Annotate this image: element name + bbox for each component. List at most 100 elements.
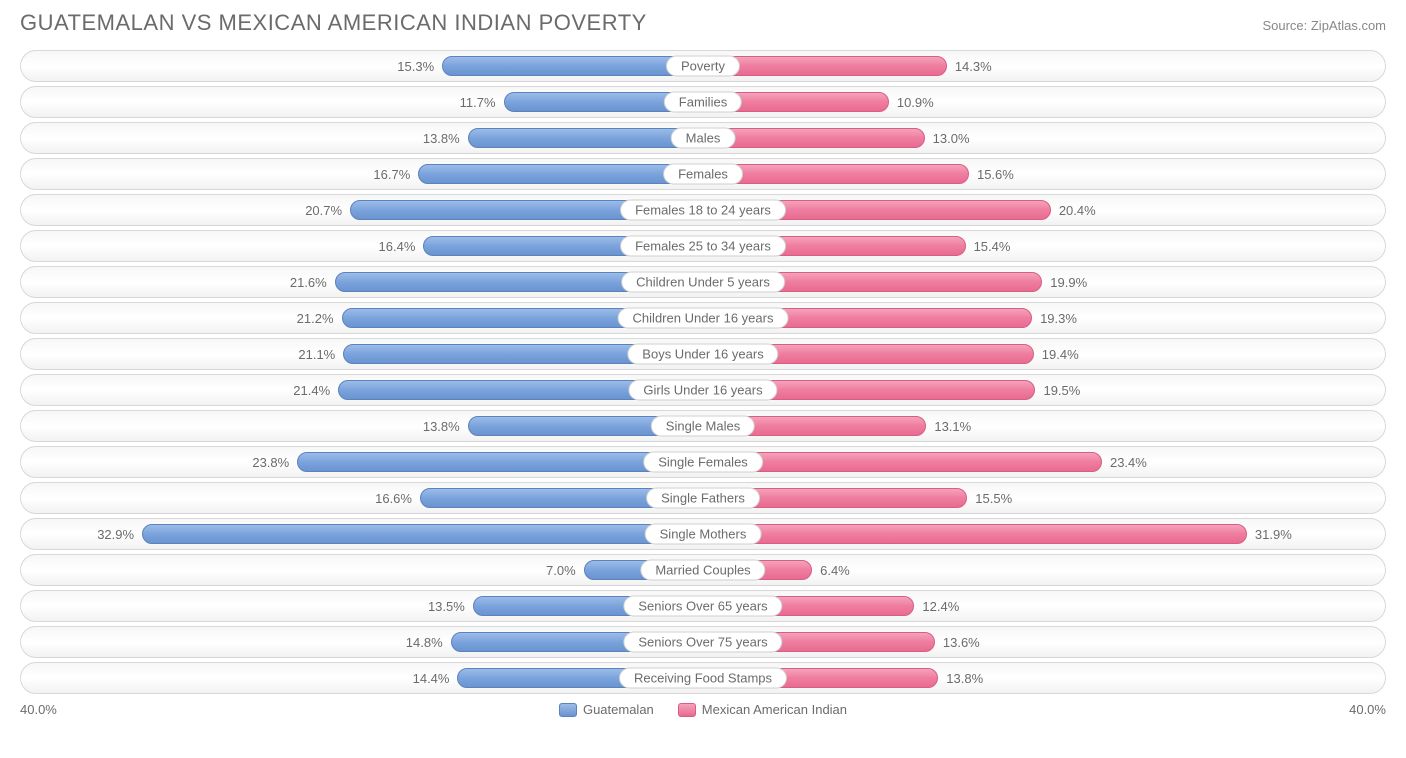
category-label: Single Females	[643, 452, 763, 473]
row-right-half: 13.6%	[703, 627, 1385, 657]
axis-max-right: 40.0%	[1349, 702, 1386, 717]
axis-max-left: 40.0%	[20, 702, 57, 717]
row-right-half: 13.0%	[703, 123, 1385, 153]
right-bar	[703, 128, 925, 148]
row-left-half: 14.8%	[21, 627, 703, 657]
row-right-half: 15.6%	[703, 159, 1385, 189]
category-label: Receiving Food Stamps	[619, 668, 787, 689]
left-value-label: 21.1%	[290, 347, 343, 362]
legend: Guatemalan Mexican American Indian	[559, 702, 847, 717]
right-value-label: 13.8%	[938, 671, 991, 686]
category-label: Females 25 to 34 years	[620, 236, 786, 257]
chart-row: 21.6% 19.9% Children Under 5 years	[20, 266, 1386, 298]
row-right-half: 15.4%	[703, 231, 1385, 261]
row-right-half: 10.9%	[703, 87, 1385, 117]
chart-row: 16.4% 15.4% Females 25 to 34 years	[20, 230, 1386, 262]
left-value-label: 21.6%	[282, 275, 335, 290]
chart-row: 20.7%20.4%Females 18 to 24 years	[20, 194, 1386, 226]
row-left-half: 16.6%	[21, 483, 703, 513]
chart-row: 14.4% 13.8% Receiving Food Stamps	[20, 662, 1386, 694]
category-label: Boys Under 16 years	[627, 344, 778, 365]
legend-swatch-left	[559, 703, 577, 717]
left-value-label: 32.9%	[89, 527, 142, 542]
right-value-label: 6.4%	[812, 563, 858, 578]
row-left-half: 15.3%	[21, 51, 703, 81]
right-value-label: 20.4%	[1051, 203, 1104, 218]
left-bar	[418, 164, 703, 184]
category-label: Seniors Over 65 years	[623, 596, 782, 617]
left-value-label: 20.7%	[297, 203, 350, 218]
right-value-label: 13.6%	[935, 635, 988, 650]
chart-row: 13.8% 13.1% Single Males	[20, 410, 1386, 442]
left-value-label: 15.3%	[389, 59, 442, 74]
row-right-half: 31.9%	[703, 519, 1385, 549]
right-value-label: 15.4%	[966, 239, 1019, 254]
right-value-label: 15.6%	[969, 167, 1022, 182]
row-left-half: 21.4%	[21, 375, 703, 405]
row-right-half: 19.9%	[703, 267, 1385, 297]
left-value-label: 13.8%	[415, 419, 468, 434]
right-value-label: 19.9%	[1042, 275, 1095, 290]
chart-row: 13.5% 12.4% Seniors Over 65 years	[20, 590, 1386, 622]
category-label: Seniors Over 75 years	[623, 632, 782, 653]
left-value-label: 13.5%	[420, 599, 473, 614]
right-value-label: 14.3%	[947, 59, 1000, 74]
left-value-label: 16.4%	[371, 239, 424, 254]
left-value-label: 21.2%	[289, 311, 342, 326]
left-value-label: 14.8%	[398, 635, 451, 650]
chart-row: 21.2%19.3%Children Under 16 years	[20, 302, 1386, 334]
left-value-label: 21.4%	[285, 383, 338, 398]
right-bar	[703, 524, 1247, 544]
right-value-label: 13.1%	[926, 419, 979, 434]
row-left-half: 13.8%	[21, 123, 703, 153]
category-label: Single Mothers	[645, 524, 762, 545]
row-left-half: 13.8%	[21, 411, 703, 441]
chart-footer: 40.0% Guatemalan Mexican American Indian…	[20, 702, 1386, 717]
legend-item-left: Guatemalan	[559, 702, 654, 717]
row-left-half: 11.7%	[21, 87, 703, 117]
row-right-half: 12.4%	[703, 591, 1385, 621]
left-bar	[442, 56, 703, 76]
row-right-half: 13.8%	[703, 663, 1385, 693]
left-value-label: 16.6%	[367, 491, 420, 506]
chart-row: 13.8% 13.0% Males	[20, 122, 1386, 154]
right-value-label: 23.4%	[1102, 455, 1155, 470]
row-right-half: 13.1%	[703, 411, 1385, 441]
chart-row: 21.1%19.4%Boys Under 16 years	[20, 338, 1386, 370]
row-left-half: 16.7%	[21, 159, 703, 189]
right-value-label: 13.0%	[925, 131, 978, 146]
row-right-half: 19.3%	[703, 303, 1385, 333]
row-left-half: 23.8%	[21, 447, 703, 477]
left-bar	[297, 452, 703, 472]
row-left-half: 20.7%	[21, 195, 703, 225]
right-value-label: 31.9%	[1247, 527, 1300, 542]
right-value-label: 10.9%	[889, 95, 942, 110]
category-label: Females	[663, 164, 743, 185]
category-label: Girls Under 16 years	[628, 380, 777, 401]
category-label: Males	[671, 128, 736, 149]
left-value-label: 16.7%	[365, 167, 418, 182]
diverging-bar-chart: 15.3%14.3%Poverty11.7%10.9%Families13.8%…	[20, 50, 1386, 694]
category-label: Children Under 5 years	[621, 272, 785, 293]
chart-row: 16.6%15.5%Single Fathers	[20, 482, 1386, 514]
legend-label-left: Guatemalan	[583, 702, 654, 717]
row-left-half: 21.1%	[21, 339, 703, 369]
left-value-label: 14.4%	[405, 671, 458, 686]
chart-row: 16.7% 15.6% Females	[20, 158, 1386, 190]
chart-row: 21.4%19.5%Girls Under 16 years	[20, 374, 1386, 406]
left-bar	[142, 524, 703, 544]
chart-row: 15.3%14.3%Poverty	[20, 50, 1386, 82]
right-value-label: 12.4%	[914, 599, 967, 614]
row-right-half: 15.5%	[703, 483, 1385, 513]
left-value-label: 11.7%	[452, 95, 504, 110]
row-left-half: 21.6%	[21, 267, 703, 297]
category-label: Single Males	[651, 416, 755, 437]
row-right-half: 20.4%	[703, 195, 1385, 225]
row-left-half: 14.4%	[21, 663, 703, 693]
chart-title: GUATEMALAN VS MEXICAN AMERICAN INDIAN PO…	[20, 10, 647, 36]
right-bar	[703, 452, 1102, 472]
legend-item-right: Mexican American Indian	[678, 702, 847, 717]
chart-header: GUATEMALAN VS MEXICAN AMERICAN INDIAN PO…	[20, 10, 1386, 36]
left-value-label: 7.0%	[538, 563, 584, 578]
row-left-half: 16.4%	[21, 231, 703, 261]
